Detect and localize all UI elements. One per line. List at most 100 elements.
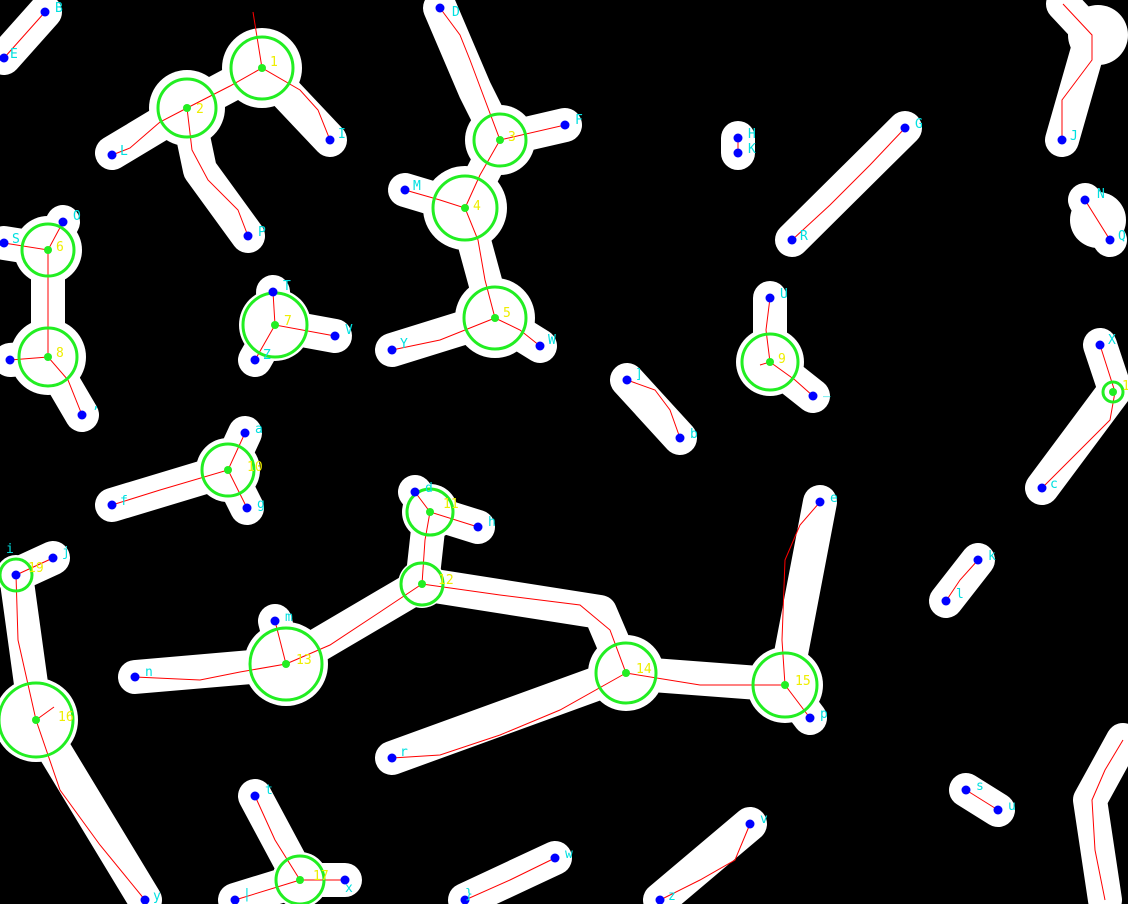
- endpoint-node: [473, 522, 483, 532]
- endpoint-label: H: [748, 127, 756, 142]
- endpoint-node: [550, 853, 560, 863]
- junction-ring: [399, 561, 445, 607]
- endpoint-label: V: [345, 323, 353, 338]
- junction-label: 3: [508, 130, 516, 145]
- endpoint-node: [268, 287, 278, 297]
- endpoint-node: [77, 410, 87, 420]
- endpoint-label: L: [120, 144, 128, 159]
- junction-label: 8: [56, 346, 64, 361]
- junction-center: [224, 466, 232, 474]
- junction-center: [496, 136, 504, 144]
- junction-layer: 12345687910111213141516171819: [0, 35, 1128, 904]
- junction-ring: [462, 285, 528, 351]
- endpoint-label: P: [258, 225, 266, 240]
- endpoint-node: [140, 895, 150, 904]
- endpoint-label: u: [1008, 799, 1016, 814]
- junction-label: 2: [196, 102, 204, 117]
- blob-region: [610, 363, 697, 455]
- skeleton-edge: [227, 469, 248, 509]
- endpoint-label: R: [800, 229, 808, 244]
- junction-ring: [156, 77, 218, 139]
- endpoint-label: j: [62, 545, 70, 560]
- endpoint-label: U: [780, 287, 788, 302]
- junction-ring: [17, 326, 79, 388]
- endpoint-node: [1105, 235, 1115, 245]
- endpoint-node: [787, 235, 797, 245]
- skeleton-edge: [945, 559, 979, 602]
- skeleton-edge: [791, 127, 906, 241]
- junction-label: 6: [56, 240, 64, 255]
- endpoint-node: [560, 120, 570, 130]
- endpoint-node: [250, 791, 260, 801]
- endpoint-node: [655, 895, 665, 904]
- skeleton-edge: [3, 11, 46, 59]
- junction-center: [258, 64, 266, 72]
- endpoint-label: h: [488, 515, 496, 530]
- junction-center: [32, 716, 40, 724]
- endpoint-label: N: [1097, 187, 1105, 202]
- skeleton-edge: [1091, 739, 1124, 901]
- endpoint-label: g: [257, 497, 265, 512]
- endpoint-label: ,: [92, 397, 100, 412]
- endpoint-node: [805, 713, 815, 723]
- endpoint-label: F: [575, 113, 583, 128]
- junction-ring: [405, 487, 455, 537]
- endpoint-node: [1095, 340, 1105, 350]
- skeleton-edge: [391, 672, 627, 759]
- endpoint-node: [11, 570, 21, 580]
- junction-ring: [0, 557, 34, 593]
- endpoint-node: [622, 375, 632, 385]
- skeleton-edge: [1061, 3, 1093, 140]
- endpoint-label: Q: [1118, 229, 1126, 244]
- junction-label: 17: [313, 869, 329, 884]
- endpoint-node: [387, 753, 397, 763]
- skeleton-edge: [659, 823, 751, 901]
- junction-ring: [594, 641, 658, 705]
- endpoint-node: [815, 497, 825, 507]
- endpoint-node: [48, 553, 58, 563]
- endpoint-label: x: [345, 881, 353, 896]
- junction-center: [296, 876, 304, 884]
- junction-center: [271, 321, 279, 329]
- skeleton-edge: [15, 557, 54, 576]
- junction-label: 5: [503, 306, 511, 321]
- junction-label: 18: [1122, 379, 1128, 394]
- skeleton-edge: [254, 324, 276, 361]
- endpoint-label: n: [145, 665, 153, 680]
- skeleton-edge: [234, 879, 301, 901]
- endpoint-label: W: [548, 333, 556, 348]
- endpoint-label: M: [413, 179, 421, 194]
- junction-center: [622, 669, 630, 677]
- skeleton-edge: [111, 67, 331, 156]
- junction-label: 7: [284, 314, 292, 329]
- skeleton-edge: [134, 583, 811, 719]
- endpoint-label: i: [6, 542, 14, 557]
- skeleton-edge: [781, 501, 821, 686]
- junction-center: [418, 580, 426, 588]
- skeleton-edge: [965, 789, 999, 811]
- endpoint-label: Z: [263, 348, 271, 363]
- endpoint-label: z: [668, 889, 676, 904]
- endpoint-label: b: [690, 427, 698, 442]
- junction-ring: [0, 681, 75, 759]
- junction-center: [282, 660, 290, 668]
- endpoint-node: [808, 391, 818, 401]
- endpoint-node: [340, 875, 350, 885]
- endpoint-node: [325, 135, 335, 145]
- junction-label: 9: [778, 352, 786, 367]
- junction-label: 12: [438, 573, 454, 588]
- endpoint-node: [58, 217, 68, 227]
- junction-center: [426, 508, 434, 516]
- endpoint-node: [250, 355, 260, 365]
- endpoint-label: w: [565, 847, 573, 862]
- junction-ring: [248, 626, 324, 702]
- endpoint-node: [400, 185, 410, 195]
- blob-region: [929, 543, 995, 618]
- endpoint-node: [733, 133, 743, 143]
- junction-ring: [472, 112, 528, 168]
- endpoint-node: [243, 231, 253, 241]
- junction-center: [183, 104, 191, 112]
- endpoint-node: [270, 616, 280, 626]
- endpoint-node: [387, 345, 397, 355]
